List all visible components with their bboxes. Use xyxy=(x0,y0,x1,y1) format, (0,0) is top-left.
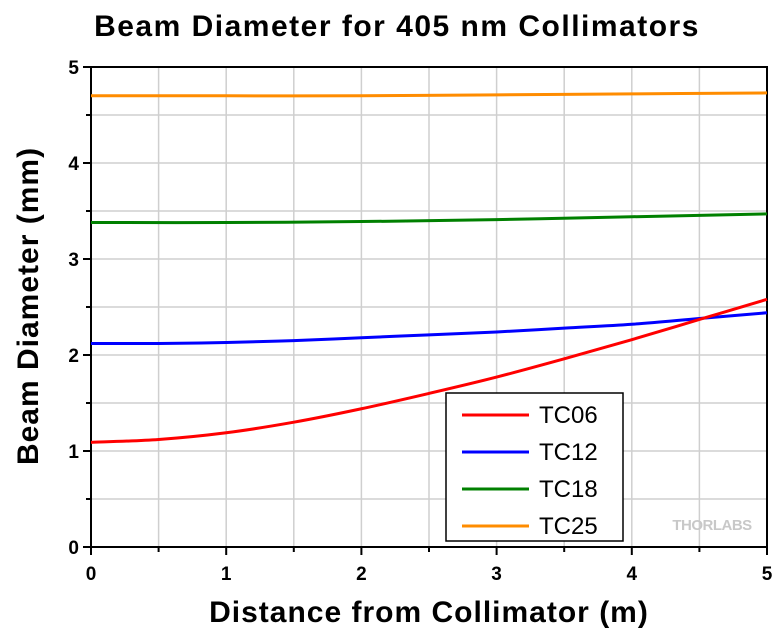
series-line-tc18 xyxy=(90,212,768,225)
y-tick-label: 0 xyxy=(68,538,79,559)
y-tick-label: 3 xyxy=(68,250,79,271)
legend-label-tc18: TC18 xyxy=(539,476,598,503)
y-tick-label: 2 xyxy=(68,346,79,367)
legend-box xyxy=(445,392,624,542)
x-axis-label: Distance from Collimator (m) xyxy=(209,596,649,629)
series-line-tc06 xyxy=(90,297,768,444)
legend: TC06 TC12 TC18 TC25 xyxy=(445,392,624,542)
chart-title: Beam Diameter for 405 nm Collimators xyxy=(94,10,700,43)
legend-label-tc06: TC06 xyxy=(539,402,598,429)
legend-label-tc12: TC12 xyxy=(539,439,598,466)
x-tick-label: 1 xyxy=(221,564,232,585)
x-tick-labels: 0 1 2 3 4 5 xyxy=(86,564,773,585)
x-tick-label: 3 xyxy=(491,564,502,585)
legend-label-tc25: TC25 xyxy=(539,513,598,540)
y-tick-label: 5 xyxy=(68,58,79,79)
series-line-tc12 xyxy=(90,311,768,346)
y-tick-label: 1 xyxy=(68,442,79,463)
x-tick-label: 5 xyxy=(762,564,773,585)
x-tick-label: 0 xyxy=(86,564,97,585)
y-tick-label: 4 xyxy=(68,154,79,175)
series-lines xyxy=(90,91,768,444)
axis-ticks xyxy=(83,66,768,555)
x-tick-label: 4 xyxy=(627,564,638,585)
y-tick-labels: 0 1 2 3 4 5 xyxy=(68,58,79,559)
x-tick-label: 2 xyxy=(356,564,367,585)
series-line-tc25 xyxy=(91,91,768,98)
y-axis-label: Beam Diameter (mm) xyxy=(12,147,45,465)
watermark-logo: THORLABS xyxy=(672,517,752,534)
grid-lines xyxy=(91,67,767,547)
